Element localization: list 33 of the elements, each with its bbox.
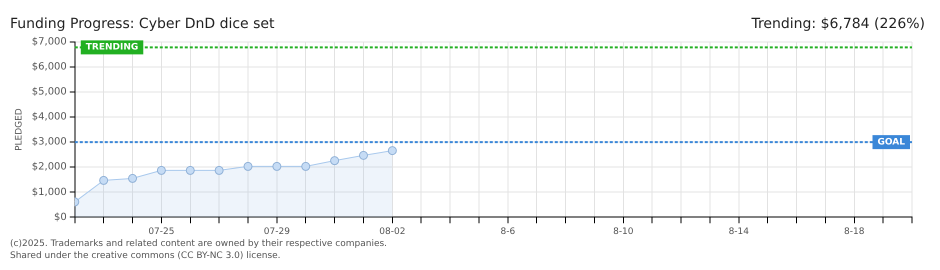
point (272, 162, 282, 171)
x-tick-label: 8-10 (613, 226, 634, 237)
x-tick-label: 07-25 (148, 226, 174, 237)
x-tick-label: 8-6 (500, 226, 516, 237)
point (128, 174, 138, 183)
y-tick-label: $0 (54, 212, 67, 223)
text: Shared under the creative commons (CC BY-NC 3.0) license. (10, 251, 281, 261)
y-tick-label: $6,000 (32, 62, 67, 73)
point (214, 166, 224, 175)
x-tick-label: 8-18 (844, 226, 865, 237)
point (99, 176, 108, 185)
x-tick-label: 08-02 (379, 226, 406, 237)
point (388, 146, 397, 156)
y-tick-label: $4,000 (32, 112, 67, 123)
point (156, 166, 166, 175)
y-tick-label: $2,000 (32, 162, 67, 173)
point (358, 150, 368, 160)
x-tick-label: 8-14 (728, 226, 750, 237)
text: (c)2025. Trademarks and related content are owned by their respective companies. (10, 239, 388, 249)
point (186, 166, 195, 175)
point (330, 156, 340, 166)
ref-line-label: TRENDING (86, 42, 138, 53)
y-axis-title: PLEDGED (14, 108, 25, 151)
chart-subtitle: Trending: $6,784 (226%) (750, 16, 925, 32)
chart-title: Funding Progress: Cyber DnD dice set (10, 16, 276, 32)
point (301, 162, 310, 171)
y-tick-label: $7,000 (32, 36, 67, 48)
point (244, 162, 253, 171)
y-tick-label: $1,000 (32, 186, 67, 198)
y-tick-label: $5,000 (32, 86, 67, 98)
y-tick-label: $3,000 (32, 136, 67, 148)
ref-line-label: GOAL (878, 137, 906, 148)
x-tick-label: 07-29 (264, 226, 290, 237)
